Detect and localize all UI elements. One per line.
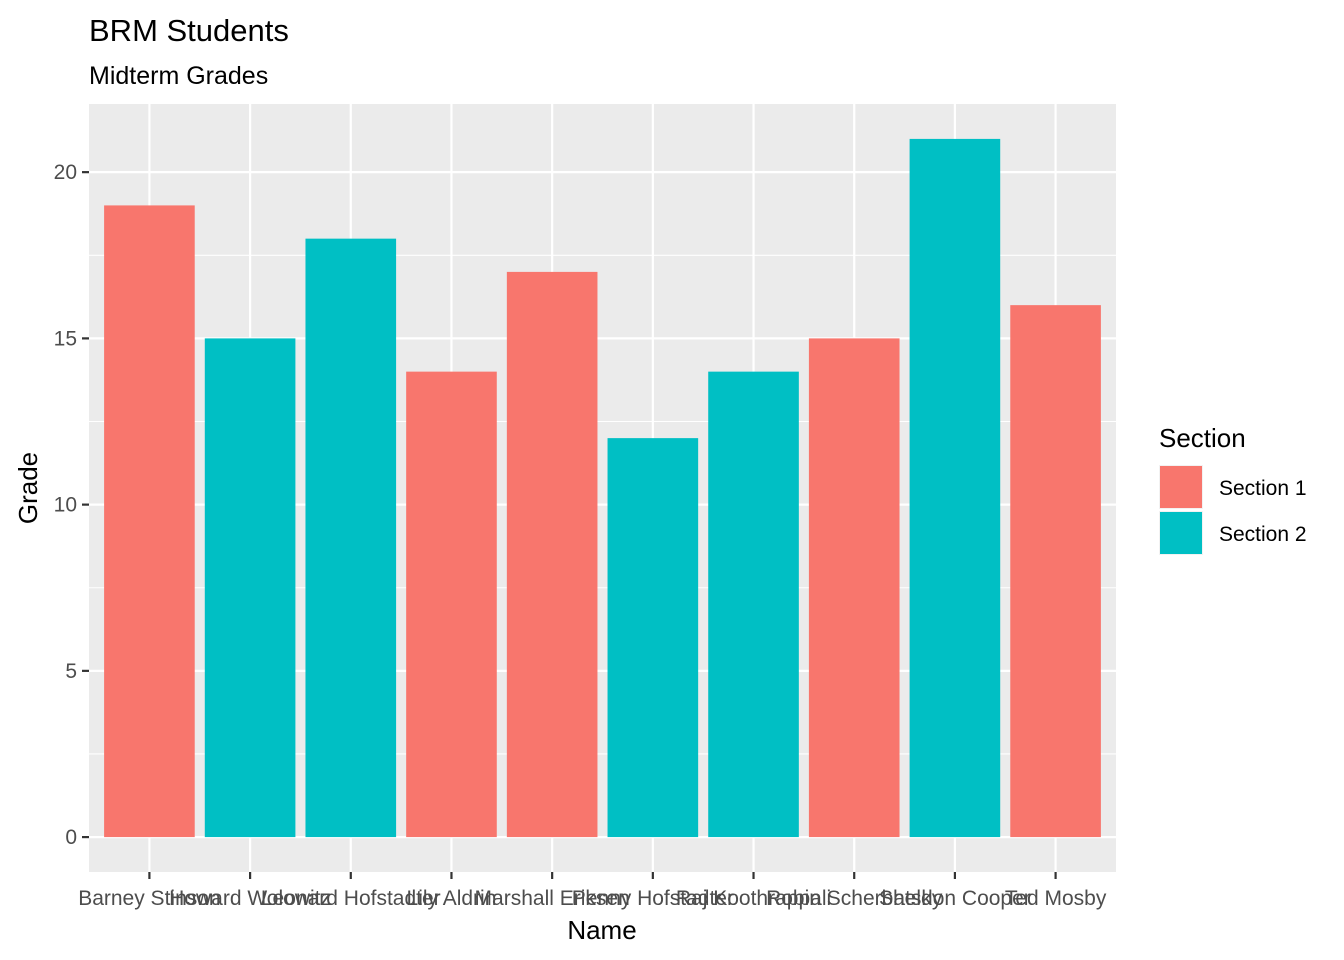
bar bbox=[909, 138, 1001, 838]
x-tick-label: Barney Stinson bbox=[78, 887, 220, 910]
x-tick-label: Sheldon Cooper bbox=[879, 887, 1031, 910]
x-axis-title: Name bbox=[567, 915, 636, 945]
y-axis-title: Grade bbox=[13, 452, 43, 524]
y-tick-label: 15 bbox=[54, 327, 77, 350]
chart-subtitle: Midterm Grades bbox=[89, 62, 268, 90]
x-tick-label: Raj Koothrappali bbox=[676, 887, 831, 910]
bar bbox=[1010, 305, 1101, 838]
legend: Section Section 1 Section 2 bbox=[1159, 423, 1307, 555]
bar bbox=[204, 338, 296, 838]
x-tick-label: Howard Wolowitz bbox=[169, 887, 331, 910]
bar bbox=[808, 338, 900, 838]
legend-swatch bbox=[1160, 512, 1202, 554]
y-tick-label: 0 bbox=[65, 826, 77, 849]
bar bbox=[305, 238, 397, 838]
x-tick-label: Marshall Eriksen bbox=[475, 887, 630, 910]
x-tick-label: Leonard Hofstadter bbox=[261, 887, 441, 910]
bar bbox=[607, 438, 699, 838]
x-tick-label: Lily Aldrin bbox=[407, 887, 497, 910]
x-tick-label: Robin Scherbatsky bbox=[766, 887, 943, 910]
x-tick-label: Penny Hofstadter bbox=[572, 887, 734, 910]
y-tick-label: 10 bbox=[54, 494, 77, 517]
y-axis: 0 5 10 15 20 bbox=[54, 161, 89, 849]
chart-title: BRM Students bbox=[89, 13, 289, 48]
legend-label: Section 2 bbox=[1219, 523, 1307, 546]
bar bbox=[406, 371, 497, 838]
legend-swatch bbox=[1160, 466, 1202, 508]
legend-label: Section 1 bbox=[1219, 477, 1307, 500]
x-tick-label: Ted Mosby bbox=[1005, 887, 1107, 910]
y-tick-label: 5 bbox=[65, 660, 77, 683]
bar bbox=[104, 205, 195, 838]
legend-title: Section bbox=[1159, 423, 1246, 453]
bar bbox=[708, 371, 799, 838]
bar bbox=[506, 271, 598, 838]
bars bbox=[104, 138, 1101, 838]
y-tick-label: 20 bbox=[54, 161, 77, 184]
